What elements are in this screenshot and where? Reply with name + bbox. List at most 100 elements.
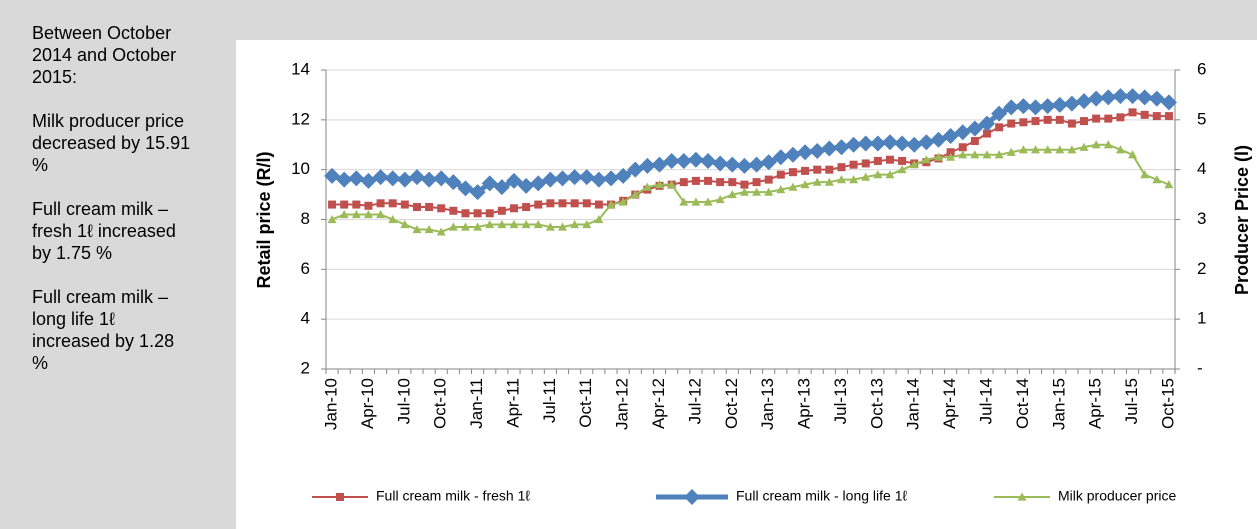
marker <box>1067 145 1077 154</box>
y2-tick-label: 3 <box>1197 209 1206 228</box>
marker <box>485 209 494 218</box>
marker <box>606 200 616 209</box>
marker <box>970 150 980 159</box>
marker <box>979 115 996 132</box>
x-tick-label: Jul-12 <box>685 378 704 424</box>
marker <box>881 134 898 151</box>
x-tick-label: Oct-10 <box>431 378 450 429</box>
marker <box>327 215 337 224</box>
marker <box>918 134 935 151</box>
marker <box>448 222 458 231</box>
y2-axis-title: Producer Price (l) <box>1232 145 1252 295</box>
marker <box>849 175 859 184</box>
marker <box>1043 115 1052 124</box>
marker <box>1160 94 1177 111</box>
marker <box>558 222 568 231</box>
marker <box>958 143 967 152</box>
y2-tick-label: 2 <box>1197 259 1206 278</box>
marker <box>667 180 677 189</box>
marker <box>1063 95 1080 112</box>
marker <box>970 137 979 146</box>
marker <box>966 120 983 137</box>
marker <box>1051 96 1068 113</box>
marker <box>554 170 571 187</box>
marker <box>812 177 822 186</box>
marker <box>1080 117 1089 126</box>
marker <box>873 156 882 165</box>
marker <box>603 170 620 187</box>
summary-paragraph: Full cream milk – fresh 1ℓ increased by … <box>32 199 176 263</box>
marker <box>642 182 652 191</box>
marker <box>348 170 365 187</box>
marker <box>897 165 907 174</box>
legend-marker <box>336 493 344 501</box>
marker <box>800 180 810 189</box>
marker <box>1018 145 1028 154</box>
y-tick-label: 6 <box>301 259 310 278</box>
marker <box>481 175 498 192</box>
marker <box>1152 112 1161 121</box>
marker <box>703 197 713 206</box>
marker <box>655 180 665 189</box>
x-tick-label: Apr-13 <box>795 378 814 429</box>
marker <box>1116 113 1125 122</box>
marker <box>388 215 398 224</box>
marker <box>364 201 373 210</box>
marker <box>505 172 522 189</box>
marker <box>1007 119 1016 128</box>
marker <box>558 199 567 208</box>
marker <box>594 200 603 209</box>
marker <box>1015 98 1032 115</box>
y2-tick-label: 1 <box>1197 309 1206 328</box>
marker <box>1103 140 1113 149</box>
marker <box>473 222 483 231</box>
legend-marker <box>684 489 700 505</box>
marker <box>473 209 482 218</box>
marker <box>825 165 834 174</box>
marker <box>1148 90 1165 107</box>
marker <box>946 148 955 157</box>
x-tick-label: Jan-13 <box>758 378 777 430</box>
marker <box>384 170 401 187</box>
marker <box>1164 180 1174 189</box>
marker <box>982 150 992 159</box>
marker <box>930 131 947 148</box>
marker <box>1019 118 1028 127</box>
marker <box>724 156 741 173</box>
marker <box>885 170 895 179</box>
x-tick-label: Jul-15 <box>1122 378 1141 424</box>
marker <box>958 150 968 159</box>
y-tick-label: 10 <box>291 159 310 178</box>
marker <box>594 215 604 224</box>
x-tick-label: Jul-13 <box>831 378 850 424</box>
marker <box>449 206 458 215</box>
marker <box>424 224 434 234</box>
marker <box>518 177 535 194</box>
marker <box>542 171 559 188</box>
marker <box>788 168 797 177</box>
marker <box>1140 110 1149 119</box>
marker <box>663 152 680 169</box>
marker <box>340 200 349 209</box>
marker <box>752 178 761 187</box>
legend-label: Full cream milk - long life 1ℓ <box>736 488 907 504</box>
marker <box>739 187 749 196</box>
marker <box>1136 89 1153 106</box>
x-tick-label: Oct-15 <box>1158 378 1177 429</box>
marker <box>421 171 438 188</box>
marker <box>885 155 894 164</box>
marker <box>400 219 410 229</box>
marker <box>1104 114 1113 123</box>
marker <box>748 156 765 173</box>
x-tick-label: Jan-15 <box>1049 378 1068 430</box>
marker <box>909 160 919 169</box>
y-axis-title: Retail price (R/l) <box>254 151 274 288</box>
marker <box>857 135 874 152</box>
marker <box>436 227 446 236</box>
marker <box>983 129 992 138</box>
marker <box>760 154 777 171</box>
x-tick-label: Oct-12 <box>722 378 741 429</box>
marker <box>813 165 822 174</box>
marker <box>991 105 1008 122</box>
